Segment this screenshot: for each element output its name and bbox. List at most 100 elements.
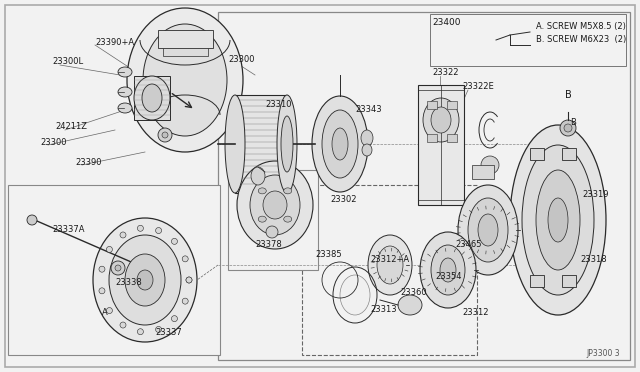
Ellipse shape xyxy=(143,24,227,136)
Ellipse shape xyxy=(118,67,132,77)
Text: 23360: 23360 xyxy=(400,288,427,297)
Text: 23312: 23312 xyxy=(462,308,488,317)
Ellipse shape xyxy=(106,246,113,253)
Text: 23302: 23302 xyxy=(330,195,356,204)
Ellipse shape xyxy=(564,124,572,132)
Ellipse shape xyxy=(281,116,293,172)
Ellipse shape xyxy=(127,8,243,152)
Ellipse shape xyxy=(134,76,170,120)
Text: 23390: 23390 xyxy=(75,158,102,167)
Ellipse shape xyxy=(251,167,265,185)
Ellipse shape xyxy=(99,266,105,272)
Ellipse shape xyxy=(361,130,373,146)
Text: 23337A: 23337A xyxy=(52,225,84,234)
Bar xyxy=(427,134,437,142)
Bar xyxy=(530,148,544,160)
Bar xyxy=(562,148,576,160)
Text: 23300: 23300 xyxy=(40,138,67,147)
Ellipse shape xyxy=(284,188,292,194)
Ellipse shape xyxy=(250,175,300,235)
Ellipse shape xyxy=(266,226,278,238)
Text: 23378: 23378 xyxy=(255,240,282,249)
Ellipse shape xyxy=(162,132,168,138)
Ellipse shape xyxy=(158,128,172,142)
Ellipse shape xyxy=(186,277,192,283)
Text: JP3300 3: JP3300 3 xyxy=(586,349,620,358)
Bar xyxy=(562,275,576,287)
Bar xyxy=(228,170,318,270)
Ellipse shape xyxy=(312,96,368,192)
Text: B: B xyxy=(564,90,572,100)
Ellipse shape xyxy=(118,87,132,97)
Text: 23385: 23385 xyxy=(315,250,342,259)
Bar xyxy=(530,275,544,287)
Ellipse shape xyxy=(125,254,165,306)
Text: A. SCREW M5X8.5 (2): A. SCREW M5X8.5 (2) xyxy=(536,22,626,31)
Ellipse shape xyxy=(137,270,153,290)
Ellipse shape xyxy=(156,327,161,333)
Ellipse shape xyxy=(522,145,594,295)
Bar xyxy=(235,95,287,193)
Ellipse shape xyxy=(93,218,197,342)
Text: 23300L: 23300L xyxy=(52,57,83,66)
Ellipse shape xyxy=(420,232,476,308)
Text: 23354: 23354 xyxy=(435,272,461,281)
Ellipse shape xyxy=(431,107,451,133)
Ellipse shape xyxy=(362,144,372,156)
Ellipse shape xyxy=(263,191,287,219)
Text: 23322E: 23322E xyxy=(462,82,493,91)
Text: 23322: 23322 xyxy=(432,68,458,77)
Text: 23313: 23313 xyxy=(370,305,397,314)
Ellipse shape xyxy=(142,84,162,112)
Text: 23465: 23465 xyxy=(455,240,481,249)
Ellipse shape xyxy=(277,95,297,193)
Ellipse shape xyxy=(138,329,143,335)
Text: 23319: 23319 xyxy=(582,190,609,199)
Bar xyxy=(447,101,457,109)
Ellipse shape xyxy=(548,198,568,242)
Bar xyxy=(8,185,220,355)
Ellipse shape xyxy=(468,198,508,262)
Ellipse shape xyxy=(172,238,177,244)
Ellipse shape xyxy=(156,228,161,234)
Ellipse shape xyxy=(478,214,498,246)
Ellipse shape xyxy=(186,277,192,283)
Ellipse shape xyxy=(536,170,580,270)
Bar xyxy=(218,12,630,360)
Bar xyxy=(447,134,457,142)
Ellipse shape xyxy=(115,265,121,271)
Ellipse shape xyxy=(440,258,456,282)
Ellipse shape xyxy=(27,215,37,225)
Ellipse shape xyxy=(259,216,266,222)
Text: 23312+A: 23312+A xyxy=(370,255,409,264)
Bar xyxy=(302,185,477,355)
Ellipse shape xyxy=(340,275,370,315)
Ellipse shape xyxy=(182,256,188,262)
Ellipse shape xyxy=(398,295,422,315)
Ellipse shape xyxy=(118,103,132,113)
Text: A: A xyxy=(102,308,108,317)
Text: 23318: 23318 xyxy=(580,255,607,264)
Ellipse shape xyxy=(106,308,113,314)
Ellipse shape xyxy=(182,298,188,304)
Ellipse shape xyxy=(423,98,459,142)
Bar xyxy=(158,30,213,48)
Ellipse shape xyxy=(237,161,313,249)
Ellipse shape xyxy=(120,232,126,238)
Text: 23337: 23337 xyxy=(155,328,182,337)
Ellipse shape xyxy=(225,95,245,193)
Text: 23400: 23400 xyxy=(432,18,461,27)
Ellipse shape xyxy=(284,216,292,222)
Ellipse shape xyxy=(560,120,576,136)
Ellipse shape xyxy=(109,235,181,325)
Bar xyxy=(427,101,437,109)
Text: 23390+A: 23390+A xyxy=(95,38,134,47)
Text: B: B xyxy=(570,118,576,127)
Bar xyxy=(418,85,464,205)
Text: 23338: 23338 xyxy=(115,278,141,287)
Text: 23300: 23300 xyxy=(228,55,255,64)
Ellipse shape xyxy=(368,235,412,295)
Ellipse shape xyxy=(377,246,403,284)
Bar xyxy=(430,14,626,66)
Bar xyxy=(163,48,208,56)
